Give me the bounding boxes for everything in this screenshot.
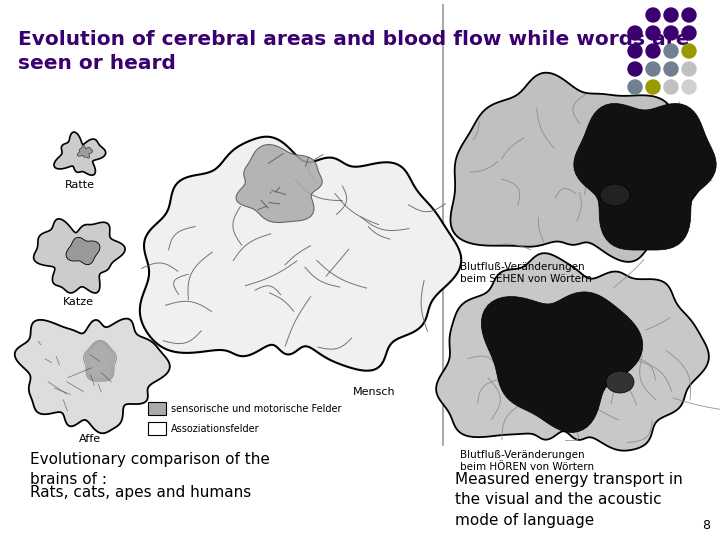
- Text: sensorische und motorische Felder: sensorische und motorische Felder: [171, 403, 341, 414]
- Text: Mensch: Mensch: [352, 387, 395, 397]
- Circle shape: [646, 80, 660, 94]
- Text: Evolution of cerebral areas and blood flow while words are
seen or heard: Evolution of cerebral areas and blood fl…: [18, 30, 690, 73]
- Text: Evolutionary comparison of the
brains of :: Evolutionary comparison of the brains of…: [30, 452, 270, 488]
- Polygon shape: [14, 319, 170, 433]
- Polygon shape: [140, 137, 462, 371]
- Polygon shape: [54, 132, 106, 175]
- Circle shape: [628, 80, 642, 94]
- FancyBboxPatch shape: [148, 402, 166, 415]
- FancyBboxPatch shape: [148, 422, 166, 435]
- Polygon shape: [87, 343, 113, 379]
- Circle shape: [664, 80, 678, 94]
- Polygon shape: [34, 219, 125, 293]
- Circle shape: [646, 44, 660, 58]
- Text: Measured energy transport in
the visual and the acoustic
mode of language: Measured energy transport in the visual …: [455, 472, 683, 528]
- Text: Affe: Affe: [79, 434, 101, 444]
- Circle shape: [646, 26, 660, 40]
- Text: Assoziationsfelder: Assoziationsfelder: [171, 423, 260, 434]
- Polygon shape: [66, 238, 100, 265]
- Text: Ratte: Ratte: [65, 180, 95, 190]
- Text: Blutfluß-Veränderungen
beim SEHEN von Wörtern: Blutfluß-Veränderungen beim SEHEN von Wö…: [460, 262, 592, 285]
- Circle shape: [682, 26, 696, 40]
- Polygon shape: [85, 342, 114, 380]
- Circle shape: [646, 62, 660, 76]
- Text: Blutfluß-Veränderungen
beim HÖREN von Wörtern: Blutfluß-Veränderungen beim HÖREN von Wö…: [460, 450, 594, 472]
- Text: Rats, cats, apes and humans: Rats, cats, apes and humans: [30, 485, 251, 500]
- Polygon shape: [574, 104, 716, 250]
- Circle shape: [682, 44, 696, 58]
- Polygon shape: [451, 73, 708, 262]
- Circle shape: [682, 62, 696, 76]
- Circle shape: [664, 8, 678, 22]
- Text: 8: 8: [702, 519, 710, 532]
- Polygon shape: [436, 253, 709, 451]
- Circle shape: [664, 62, 678, 76]
- Circle shape: [664, 26, 678, 40]
- Ellipse shape: [600, 184, 630, 206]
- Circle shape: [682, 80, 696, 94]
- Circle shape: [628, 62, 642, 76]
- Polygon shape: [482, 292, 643, 433]
- Circle shape: [628, 44, 642, 58]
- Circle shape: [664, 44, 678, 58]
- Circle shape: [628, 26, 642, 40]
- Polygon shape: [84, 340, 117, 381]
- Circle shape: [682, 8, 696, 22]
- Circle shape: [646, 8, 660, 22]
- Ellipse shape: [606, 371, 634, 393]
- Polygon shape: [236, 145, 323, 222]
- Text: Katze: Katze: [63, 297, 94, 307]
- Polygon shape: [77, 145, 93, 158]
